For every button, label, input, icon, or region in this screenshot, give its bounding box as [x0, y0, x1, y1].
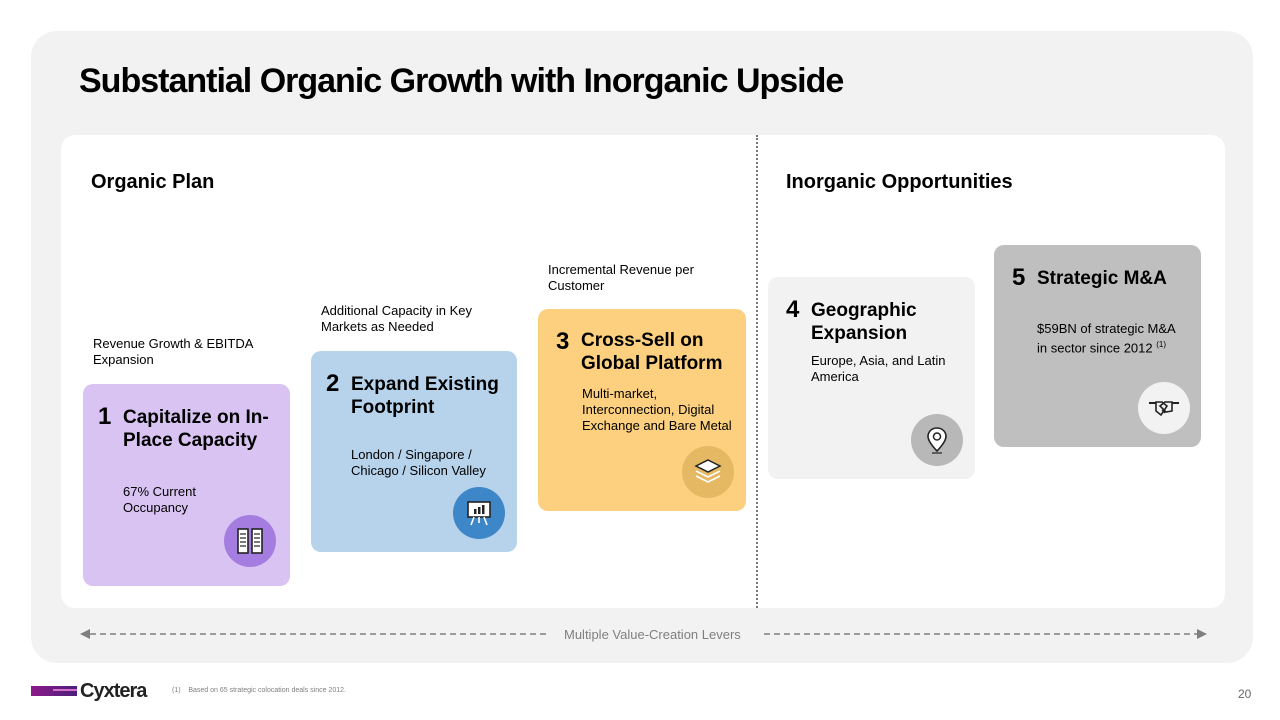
footnote: (1) Based on 65 strategic colocation dea…: [172, 687, 346, 694]
cyxtera-logo: Cyxtera: [31, 679, 147, 702]
lever-description: 67% Current Occupancy: [123, 484, 196, 515]
lever-heading: Expand Existing Footprint: [351, 374, 499, 418]
footnote-reference: (1): [1156, 340, 1167, 349]
presentation-chart-icon: [453, 487, 505, 539]
value-levers-arrow: [80, 629, 1207, 639]
lever-card-geographic: 4 Geographic Expansion Europe, Asia, and…: [768, 277, 975, 479]
lever-2-outcome: Additional Capacity in Key Markets as Ne…: [321, 303, 473, 334]
lever-1-outcome: Revenue Growth & EBITDA Expansion: [93, 336, 253, 367]
map-pin-icon: [911, 414, 963, 466]
logo-text: Cyxtera: [80, 679, 147, 702]
lever-3-outcome: Incremental Revenue per Customer: [548, 262, 694, 293]
lever-description: $59BN of strategic M&A in sector since 2…: [1037, 321, 1187, 356]
layers-icon: [682, 446, 734, 498]
lever-number: 4: [786, 296, 800, 323]
lever-description: London / Singapore / Chicago / Silicon V…: [351, 447, 486, 478]
lever-number: 3: [556, 328, 570, 355]
lever-card-cross-sell: 3 Cross-Sell on Global Platform Multi-ma…: [538, 309, 746, 511]
lever-card-expand: 2 Expand Existing Footprint London / Sin…: [311, 351, 517, 552]
page-number: 20: [1238, 687, 1252, 701]
lever-number: 5: [1012, 264, 1026, 291]
lever-heading: Strategic M&A: [1037, 268, 1167, 289]
server-rack-icon: [224, 515, 276, 567]
lever-description: Europe, Asia, and Latin America: [811, 353, 946, 384]
lever-number: 1: [98, 403, 112, 430]
lever-heading: Capitalize on In-Place Capacity: [123, 407, 269, 451]
lever-card-strategic-ma: 5 Strategic M&A $59BN of strategic M&A i…: [994, 245, 1201, 447]
organic-inorganic-divider: [756, 135, 758, 608]
lever-description-text: $59BN of strategic M&A in sector since 2…: [1037, 321, 1176, 356]
lever-card-capitalize: 1 Capitalize on In-Place Capacity 67% Cu…: [83, 384, 290, 586]
slide-title: Substantial Organic Growth with Inorgani…: [79, 62, 844, 100]
organic-plan-title: Organic Plan: [91, 171, 215, 193]
lever-heading: Geographic Expansion: [811, 300, 917, 344]
lever-number: 2: [326, 370, 340, 397]
inorganic-opportunities-title: Inorganic Opportunities: [786, 171, 1013, 193]
value-levers-label: Multiple Value-Creation Levers: [564, 627, 741, 642]
lever-description: Multi-market, Interconnection, Digital E…: [582, 386, 732, 433]
handshake-icon: [1138, 382, 1190, 434]
logo-mark-icon: [31, 686, 77, 696]
lever-heading: Cross-Sell on Global Platform: [581, 330, 723, 374]
